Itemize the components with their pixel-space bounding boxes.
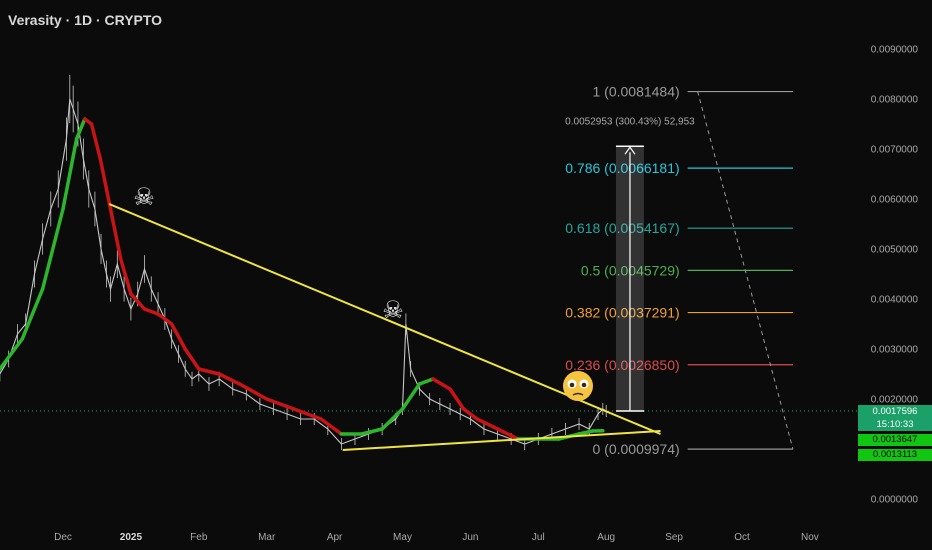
moving-average-segment [237,382,269,401]
moving-average-segment [89,122,103,161]
ma-badge-1: 0.0013647 [858,434,932,446]
moving-average-segment [380,407,405,431]
y-tick-label: 0.0040000 [871,295,919,306]
moving-average-segment [40,207,65,291]
candle-countdown: 15:10:33 [876,419,914,430]
fib-level-label: 0.236 (0.0026850) [565,357,679,373]
fib-level-label: 0.618 (0.0054167) [565,220,679,236]
y-tick-label: 0.0000000 [871,495,919,506]
moving-average-segment [475,417,500,431]
pleading-face-pupil [581,382,587,388]
x-tick-label: 2025 [120,532,143,543]
moving-average-segment [400,382,422,411]
y-tick-label: 0.0060000 [871,195,919,206]
moving-average-segment [292,407,323,421]
x-tick-label: Nov [801,532,819,543]
x-tick-label: Jul [532,532,545,543]
x-tick-label: Mar [258,532,276,543]
moving-average-segment [20,287,45,341]
x-tick-label: Oct [734,532,750,543]
support-trendline[interactable] [342,430,661,451]
chart-title: Verasity · 1D · CRYPTO [8,12,163,28]
x-tick-label: Sep [665,532,683,543]
moving-average-segment [98,157,113,211]
moving-average-segment [217,372,242,386]
moving-average-segment [448,387,466,411]
moving-average-segment [118,257,133,296]
fib-level-label: 0.786 (0.0066181) [565,160,679,176]
measure-label: 0.0052953 (300.43%) 52,953 [565,116,695,127]
moving-average-segment [461,407,479,421]
y-tick-label: 0.0070000 [871,145,919,156]
moving-average-segment [142,307,160,316]
fib-diagonal [697,91,794,450]
moving-average-segment [74,117,87,141]
y-tick-label: 0.0090000 [871,45,919,56]
x-tick-label: Apr [327,532,343,543]
moving-average-segment [108,207,123,261]
skull-crossbones-icon: ☠ [133,183,155,211]
measure-arrow-head [624,146,636,155]
current-price-value: 0.0017596 [872,406,918,417]
moving-average-segment [264,397,296,411]
moving-average-segment [319,417,344,436]
skull-crossbones-icon: ☠ [382,296,404,324]
ma-badge-2: 0.0013113 [858,449,932,461]
y-tick-label: 0.0080000 [871,95,919,106]
moving-average-segment [129,292,147,311]
moving-average-segment [431,377,452,391]
current-price-badge: 0.0017596 15:10:33 [858,405,932,431]
x-tick-label: Aug [597,532,615,543]
pleading-face-pupil [569,382,575,388]
y-tick-label: 0.0030000 [871,345,919,356]
pleading-face-icon [563,371,593,401]
moving-average-segment [197,367,221,376]
fib-level-label: 0 (0.0009974) [592,441,679,457]
x-tick-label: Jun [462,532,478,543]
fib-level-label: 0.382 (0.0037291) [565,305,679,321]
moving-average-segment [169,322,187,351]
x-tick-label: Dec [54,532,72,543]
moving-average-segment [417,377,435,386]
moving-average-segment [577,429,595,436]
moving-average-segment [360,427,384,436]
price-line[interactable] [0,98,607,445]
x-tick-label: Feb [190,532,208,543]
moving-average-segment [495,427,520,441]
y-tick-label: 0.0050000 [871,245,919,256]
moving-average-segment [183,347,201,371]
y-tick-label: 0.0020000 [871,395,919,406]
moving-average-segment [61,137,79,211]
fib-level-label: 1 (0.0081484) [592,84,679,100]
moving-average-segment [0,337,25,371]
x-tick-label: May [393,532,412,543]
moving-average-segment [156,312,174,326]
pleading-face-mouth [572,392,584,396]
